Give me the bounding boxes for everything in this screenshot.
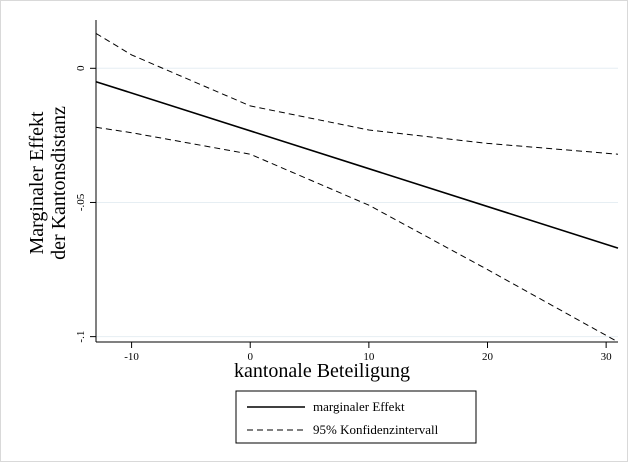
y-axis-title-line-2: der Kantonsdistanz — [48, 106, 70, 260]
legend: marginaler Effekt 95% Konfidenzintervall — [235, 390, 477, 444]
y-tick-label: -.1 — [75, 331, 87, 343]
x-tick-label: -10 — [124, 351, 139, 363]
series-layer — [95, 32, 619, 343]
x-tick-label: 20 — [482, 351, 494, 363]
x-tick-label: 30 — [601, 351, 613, 363]
y-ticks: 0 -.05 -.1 — [75, 65, 96, 343]
x-ticks: -10 0 10 20 30 — [124, 342, 612, 363]
legend-label-konfidenzintervall: 95% Konfidenzintervall — [313, 422, 439, 437]
legend-box — [235, 390, 477, 444]
series-line-marginaler-effekt — [95, 80, 619, 249]
y-axis-title-line-1: Marginaler Effekt — [26, 111, 48, 255]
series-line-ci-upper — [95, 32, 619, 155]
x-tick-label: 10 — [363, 351, 375, 363]
gridlines — [96, 67, 618, 338]
y-tick-label: 0 — [75, 65, 87, 71]
x-tick-label: 0 — [247, 351, 253, 363]
series-line-ci-lower — [95, 126, 619, 343]
x-axis-title: kantonale Beteiligung — [234, 360, 410, 382]
y-tick-label: -.05 — [75, 193, 87, 211]
legend-label-marginaler-effekt: marginaler Effekt — [313, 399, 405, 414]
